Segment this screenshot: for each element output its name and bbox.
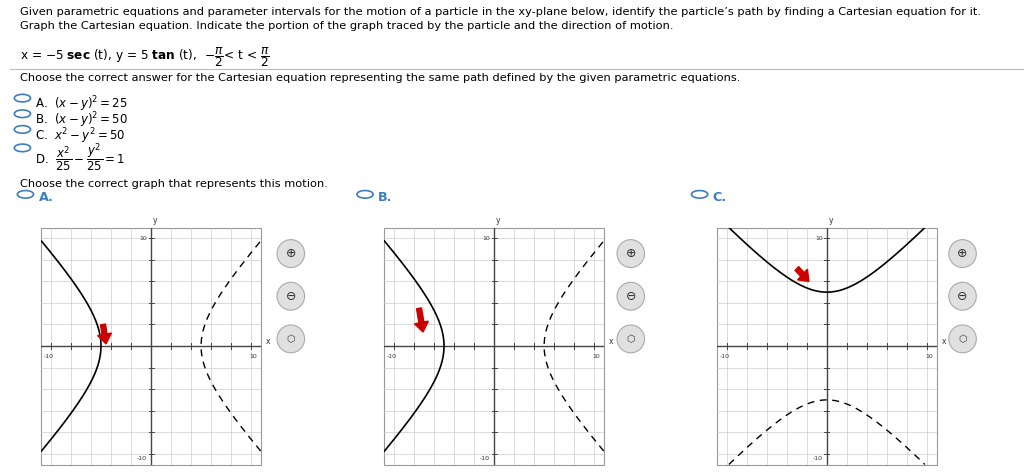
Text: ⊕: ⊕ [626,247,636,260]
Text: Choose the correct answer for the Cartesian equation representing the same path : Choose the correct answer for the Cartes… [20,73,740,83]
Text: -10: -10 [387,354,397,358]
Text: 10: 10 [592,354,600,358]
Text: -10: -10 [480,456,490,461]
Text: Choose the correct graph that represents this motion.: Choose the correct graph that represents… [20,179,329,189]
Text: x = $-$5 $\mathbf{sec}$ (t), y = 5 $\mathbf{tan}$ (t),  $-\dfrac{\pi}{2}$< t < $: x = $-$5 $\mathbf{sec}$ (t), y = 5 $\mat… [20,45,270,69]
Circle shape [617,325,644,353]
Text: B.: B. [378,191,392,204]
Text: B.  $(x-y)^2=50$: B. $(x-y)^2=50$ [35,110,128,130]
FancyArrow shape [415,308,428,332]
Text: y: y [153,216,158,225]
Text: D.  $\dfrac{x^2}{25} - \dfrac{y^2}{25} = 1$: D. $\dfrac{x^2}{25} - \dfrac{y^2}{25} = … [35,142,125,174]
Text: Given parametric equations and parameter intervals for the motion of a particle : Given parametric equations and parameter… [20,7,981,17]
Text: C.  $x^2-y^2=50$: C. $x^2-y^2=50$ [35,126,125,146]
Text: x: x [609,337,613,346]
Text: A.  $(x-y)^2=25$: A. $(x-y)^2=25$ [35,95,127,114]
FancyArrow shape [97,324,112,344]
Text: ⬡: ⬡ [627,334,635,344]
Text: -10: -10 [44,354,54,358]
Text: ⊕: ⊕ [957,247,968,260]
Text: y: y [828,216,834,225]
Circle shape [617,283,644,310]
Text: -10: -10 [813,456,823,461]
Text: x: x [266,337,270,346]
Circle shape [278,240,304,267]
Text: -10: -10 [720,354,730,358]
Text: ⬡: ⬡ [287,334,295,344]
Text: ⊖: ⊖ [957,290,968,303]
Text: ⊖: ⊖ [286,290,296,303]
Text: ⬡: ⬡ [958,334,967,344]
Circle shape [949,240,976,267]
Circle shape [278,325,304,353]
Circle shape [617,240,644,267]
Text: A.: A. [39,191,53,204]
Text: 10: 10 [815,236,823,241]
Circle shape [949,325,976,353]
Text: ⊕: ⊕ [286,247,296,260]
Text: 10: 10 [482,236,490,241]
Text: -10: -10 [137,456,147,461]
Text: 10: 10 [139,236,147,241]
Text: C.: C. [713,191,727,204]
Text: 10: 10 [249,354,257,358]
Circle shape [278,283,304,310]
Text: ⊖: ⊖ [626,290,636,303]
Text: 10: 10 [925,354,933,358]
Text: y: y [496,216,501,225]
Text: Graph the Cartesian equation. Indicate the portion of the graph traced by the pa: Graph the Cartesian equation. Indicate t… [20,21,674,31]
FancyArrow shape [795,266,809,282]
Text: x: x [942,337,946,346]
Circle shape [949,283,976,310]
